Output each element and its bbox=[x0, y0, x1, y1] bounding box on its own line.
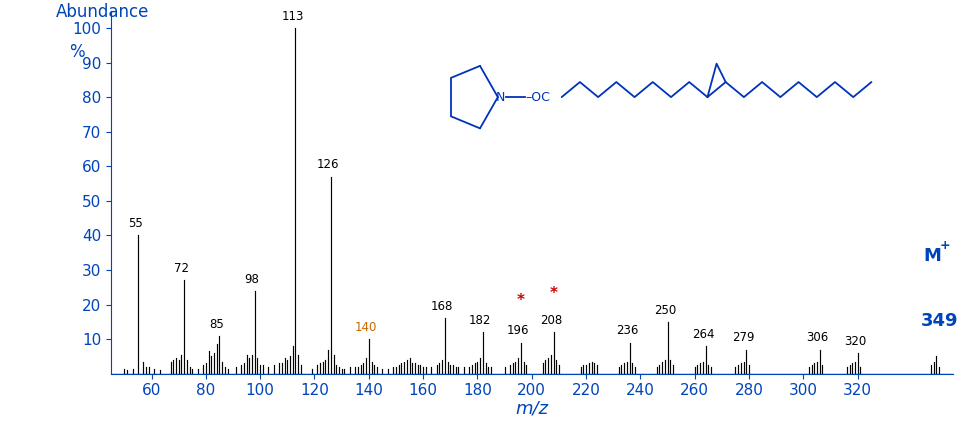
Text: 140: 140 bbox=[355, 321, 378, 334]
Text: 113: 113 bbox=[281, 10, 304, 23]
Text: 320: 320 bbox=[844, 335, 867, 348]
Text: N: N bbox=[496, 91, 505, 104]
Text: 349: 349 bbox=[921, 312, 958, 330]
Text: *: * bbox=[550, 286, 557, 301]
Text: 168: 168 bbox=[431, 300, 453, 313]
Text: 72: 72 bbox=[174, 262, 189, 275]
Text: +: + bbox=[939, 239, 950, 252]
Text: 126: 126 bbox=[317, 158, 339, 171]
Text: %: % bbox=[69, 43, 84, 61]
X-axis label: m/z: m/z bbox=[515, 400, 549, 418]
Text: 236: 236 bbox=[615, 325, 638, 338]
Text: –OC: –OC bbox=[526, 91, 551, 104]
Text: 85: 85 bbox=[210, 317, 224, 330]
Text: Abundance: Abundance bbox=[56, 3, 150, 22]
Text: 196: 196 bbox=[507, 325, 529, 338]
Text: 279: 279 bbox=[732, 331, 754, 344]
Text: 306: 306 bbox=[806, 331, 828, 344]
Text: 208: 208 bbox=[540, 314, 562, 327]
Text: M: M bbox=[923, 247, 941, 265]
Text: 264: 264 bbox=[692, 328, 714, 341]
Text: 182: 182 bbox=[469, 314, 492, 327]
Text: 250: 250 bbox=[654, 304, 676, 316]
Text: 55: 55 bbox=[128, 217, 143, 230]
Text: 98: 98 bbox=[244, 273, 260, 286]
Text: *: * bbox=[517, 293, 525, 308]
